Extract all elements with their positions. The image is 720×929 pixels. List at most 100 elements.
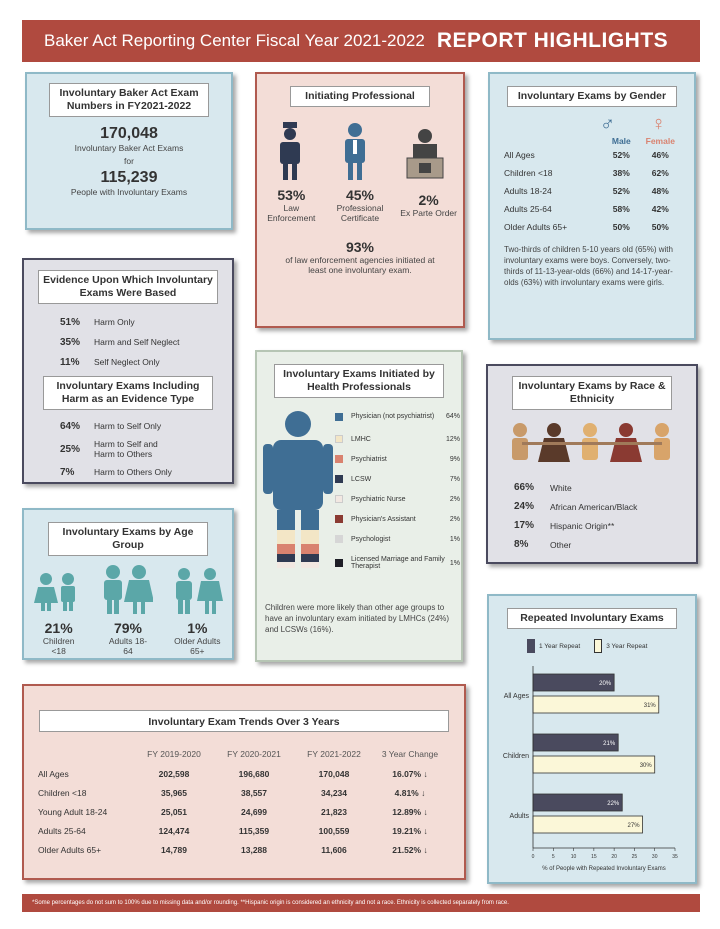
x-tick-label: 25 [632, 854, 638, 860]
trends-row: Adults 25-64 124,474 115,359 100,559 19.21% … [38, 821, 446, 840]
health-legend: Physician (not psychiatrist) 64% LMHC 12% … [335, 404, 460, 577]
legend-label: 3 Year Repeat [606, 642, 648, 650]
initiating-pct: 2% [418, 192, 439, 208]
gender-table: Male Female All Ages 52% 46% Children <18 38… [504, 136, 684, 236]
harm-label: Harm to Self and Harm to Others [94, 439, 158, 459]
people-label: People with Involuntary Exams [70, 187, 188, 197]
category-label: Adults [510, 813, 530, 820]
initiating-item: 53% Law Enforcement [261, 187, 321, 223]
trends-cell: 25,051 [161, 806, 187, 817]
gender-row: Adults 25-64 58% 42% [504, 200, 684, 218]
trends-header: Involuntary Exam Trends Over 3 Years [39, 710, 449, 732]
health-item: Psychiatrist 9% [335, 449, 460, 469]
evidence-row: 51% Harm Only [60, 312, 232, 332]
health-item: Physician (not psychiatrist) 64% [335, 404, 460, 429]
female-pct: 62% [651, 168, 669, 178]
person-stacked-bar-icon [263, 411, 333, 568]
report-banner: Baker Act Reporting Center Fiscal Year 2… [22, 20, 700, 62]
health-item: Licensed Marriage and Family Therapist 1% [335, 549, 460, 577]
health-label: Physician (not psychiatrist) [351, 413, 435, 420]
female-pct: 50% [651, 222, 669, 232]
bar-data-label: 20% [599, 681, 612, 687]
health-label: Psychiatric Nurse [351, 495, 406, 503]
race-row: 66% White [514, 478, 696, 497]
male-pct: 50% [612, 222, 630, 232]
harm-label: Harm to Self Only [94, 421, 162, 431]
adults-icon [103, 565, 153, 614]
age-label: Children <18 [42, 636, 75, 656]
banner-highlight: REPORT HIGHLIGHTS [436, 29, 669, 52]
age-header: Involuntary Exams by Age Group [48, 522, 208, 556]
trends-cell: 16.07% ↓ [392, 768, 428, 779]
category-label: All Ages [504, 693, 530, 700]
harm-pct: 64% [60, 420, 81, 432]
repeated-bar-chart: All Ages 20% 31% Children 21% 30% Adults 22% 27%… [503, 666, 678, 872]
race-label: Other [550, 539, 572, 550]
bar-data-label: 31% [644, 703, 657, 709]
trends-cell: 124,474 [158, 825, 190, 836]
initiating-pct: 45% [345, 187, 374, 203]
health-item: LCSW 7% [335, 469, 460, 489]
race-label: Hispanic Origin** [550, 520, 615, 531]
race-label: White [550, 482, 572, 493]
health-label: Psychiatrist [351, 455, 387, 463]
for-text: for [124, 156, 134, 166]
gender-row-label: Older Adults 65+ [504, 222, 568, 232]
health-pct: 7% [449, 475, 460, 483]
bar-data-label: 30% [640, 763, 653, 769]
legend-swatch [335, 412, 343, 421]
health-pct: 12% [445, 435, 460, 443]
health-item: Physician's Assistant 2% [335, 509, 460, 529]
legend-swatch [335, 475, 343, 483]
older-adults-icon [175, 568, 223, 614]
age-pct: 1% [187, 620, 208, 636]
evidence-row: 11% Self Neglect Only [60, 352, 232, 372]
bar-data-label: 22% [607, 801, 620, 807]
gender-row: All Ages 52% 46% [504, 146, 684, 164]
trends-table: FY 2019-2020 FY 2020-2021 FY 2021-2022 3… [38, 744, 446, 859]
trends-row-label: Adults 25-64 [38, 825, 86, 836]
race-row: 8% Other [514, 535, 696, 554]
evidence-label: Harm Only [94, 317, 135, 327]
legend-item: 3 Year Repeat [594, 639, 647, 653]
trends-row-label: All Ages [38, 768, 69, 779]
trends-cell: 202,598 [158, 768, 190, 779]
gender-row-label: All Ages [504, 150, 535, 160]
trends-cell: 12.89% ↓ [392, 806, 428, 817]
bar-data-label: 27% [628, 823, 641, 829]
gender-row-label: Children <18 [504, 168, 553, 178]
repeated-legend: 1 Year Repeat 3 Year Repeat [527, 639, 695, 653]
x-tick-label: 15 [591, 854, 597, 860]
bar-three-year [532, 815, 643, 834]
evidence-pct: 35% [60, 336, 81, 348]
police-officer-icon [279, 122, 300, 180]
initiating-icons [257, 121, 463, 181]
exam-numbers-card: Involuntary Baker Act Exam Numbers in FY… [25, 72, 233, 230]
trends-cell: 21.52% ↓ [392, 844, 428, 855]
trends-card: Involuntary Exam Trends Over 3 Years FY … [22, 684, 466, 880]
trends-row: Children <18 35,965 38,557 34,234 4.81% ↓ [38, 783, 446, 802]
initiating-label: Professional Certificate [336, 203, 384, 223]
children-icon [34, 573, 76, 611]
trends-col-header: 3 Year Change [381, 749, 439, 759]
trends-cell: 38,557 [241, 787, 267, 798]
exams-label: Involuntary Baker Act Exams [74, 143, 184, 153]
trends-row-label: Older Adults 65+ [38, 844, 102, 855]
race-pct: 8% [514, 539, 529, 550]
trends-cell: 21,823 [321, 806, 347, 817]
gender-row: Children <18 38% 62% [504, 164, 684, 182]
legend-swatch [335, 495, 343, 503]
repeated-header: Repeated Involuntary Exams [507, 608, 677, 629]
x-tick-label: 10 [571, 854, 577, 860]
race-pct: 24% [514, 501, 535, 512]
initiating-item: 2% Ex Parte Order [399, 192, 459, 218]
health-label: LCSW [351, 475, 372, 483]
race-header: Involuntary Exams by Race & Ethnicity [512, 376, 672, 410]
health-card: Involuntary Exams Initiated by Health Pr… [255, 350, 463, 662]
gender-header: Involuntary Exams by Gender [507, 86, 677, 107]
race-card: Involuntary Exams by Race & Ethnicity 66… [486, 364, 698, 564]
trends-cell: 13,288 [241, 844, 267, 855]
legend-swatch [335, 515, 343, 523]
harm-row: 25% Harm to Self and Harm to Others [60, 436, 232, 462]
male-pct: 52% [612, 186, 630, 196]
